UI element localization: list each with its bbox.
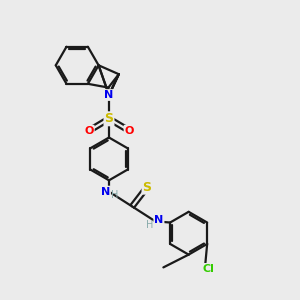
Text: N: N [154,215,164,225]
Text: H: H [111,190,118,200]
Text: S: S [104,112,113,125]
Text: Cl: Cl [202,264,214,274]
Text: H: H [146,220,154,230]
Text: N: N [101,187,110,196]
Text: O: O [84,126,94,136]
Text: S: S [142,181,152,194]
Text: N: N [104,90,114,100]
Text: O: O [124,126,134,136]
